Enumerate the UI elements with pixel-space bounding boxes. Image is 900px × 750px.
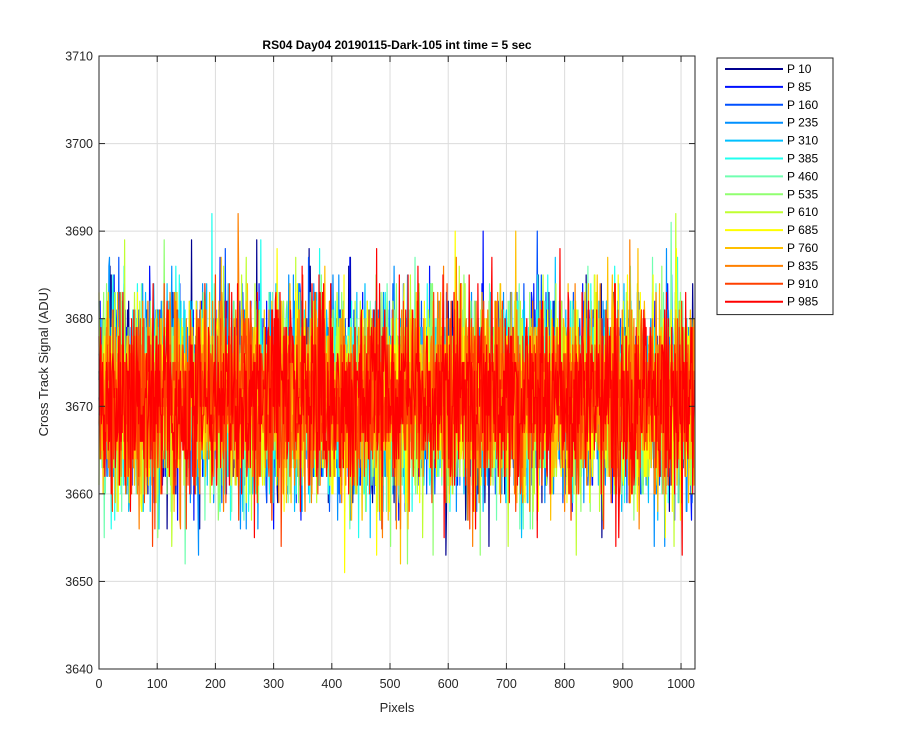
x-tick-label: 300 — [263, 677, 284, 691]
x-tick-label: 0 — [96, 677, 103, 691]
legend-label: P 10 — [787, 62, 812, 76]
x-tick-label: 100 — [147, 677, 168, 691]
x-tick-label: 900 — [612, 677, 633, 691]
legend-label: P 610 — [787, 205, 818, 219]
x-tick-label: 500 — [380, 677, 401, 691]
series-line-p985 — [98, 248, 696, 556]
y-tick-label: 3660 — [65, 487, 93, 501]
y-axis-label: Cross Track Signal (ADU) — [36, 288, 51, 437]
x-tick-label: 200 — [205, 677, 226, 691]
legend-label: P 910 — [787, 277, 818, 291]
legend-label: P 85 — [787, 80, 812, 94]
y-tick-label: 3640 — [65, 663, 93, 677]
legend-box — [716, 57, 834, 316]
y-tick-label: 3690 — [65, 225, 93, 239]
x-tick-label: 1000 — [667, 677, 695, 691]
legend: P 10 P 85 P 160 P 235 P 310 P 385 P 460 P 535 P … — [716, 57, 834, 316]
x-axis-label: Pixels — [380, 700, 415, 715]
y-tick-label: 3710 — [65, 50, 93, 64]
y-tick-label: 3650 — [65, 575, 93, 589]
legend-label: P 235 — [787, 116, 818, 130]
legend-label: P 685 — [787, 223, 818, 237]
series-layer — [98, 213, 696, 574]
x-tick-label: 800 — [554, 677, 575, 691]
plot-frame — [98, 55, 696, 670]
legend-label: P 310 — [787, 134, 818, 148]
legend-label: P 460 — [787, 169, 818, 183]
ticks: 0 100 200 300 400 500 600 700 800 900 1000 3640 3650… — [65, 50, 695, 691]
legend-label: P 160 — [787, 98, 818, 112]
y-tick-label: 3700 — [65, 137, 93, 151]
y-tick-label: 3680 — [65, 312, 93, 326]
legend-label: P 535 — [787, 187, 818, 201]
chart-title: RS04 Day04 20190115-Dark-105 int time = … — [262, 38, 532, 52]
x-tick-label: 400 — [321, 677, 342, 691]
x-tick-label: 700 — [496, 677, 517, 691]
legend-label: P 760 — [787, 241, 818, 255]
legend-label: P 985 — [787, 295, 818, 309]
legend-label: P 835 — [787, 259, 818, 273]
x-tick-label: 600 — [438, 677, 459, 691]
y-tick-label: 3670 — [65, 400, 93, 414]
legend-label: P 385 — [787, 152, 818, 166]
